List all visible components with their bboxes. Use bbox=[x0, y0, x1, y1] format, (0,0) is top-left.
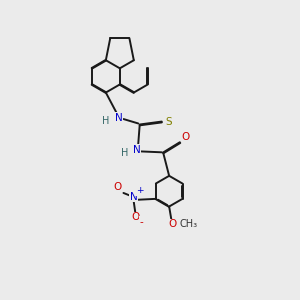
Text: N: N bbox=[130, 192, 138, 202]
Text: N: N bbox=[115, 112, 123, 123]
Text: O: O bbox=[113, 182, 122, 192]
Text: S: S bbox=[166, 117, 172, 127]
Text: O: O bbox=[168, 219, 176, 229]
Text: -: - bbox=[140, 217, 144, 227]
Text: CH₃: CH₃ bbox=[179, 219, 197, 229]
Text: +: + bbox=[136, 186, 143, 195]
Text: H: H bbox=[102, 116, 110, 125]
Text: H: H bbox=[121, 148, 128, 158]
Text: O: O bbox=[181, 132, 190, 142]
Text: N: N bbox=[133, 145, 141, 155]
Text: O: O bbox=[131, 212, 140, 222]
